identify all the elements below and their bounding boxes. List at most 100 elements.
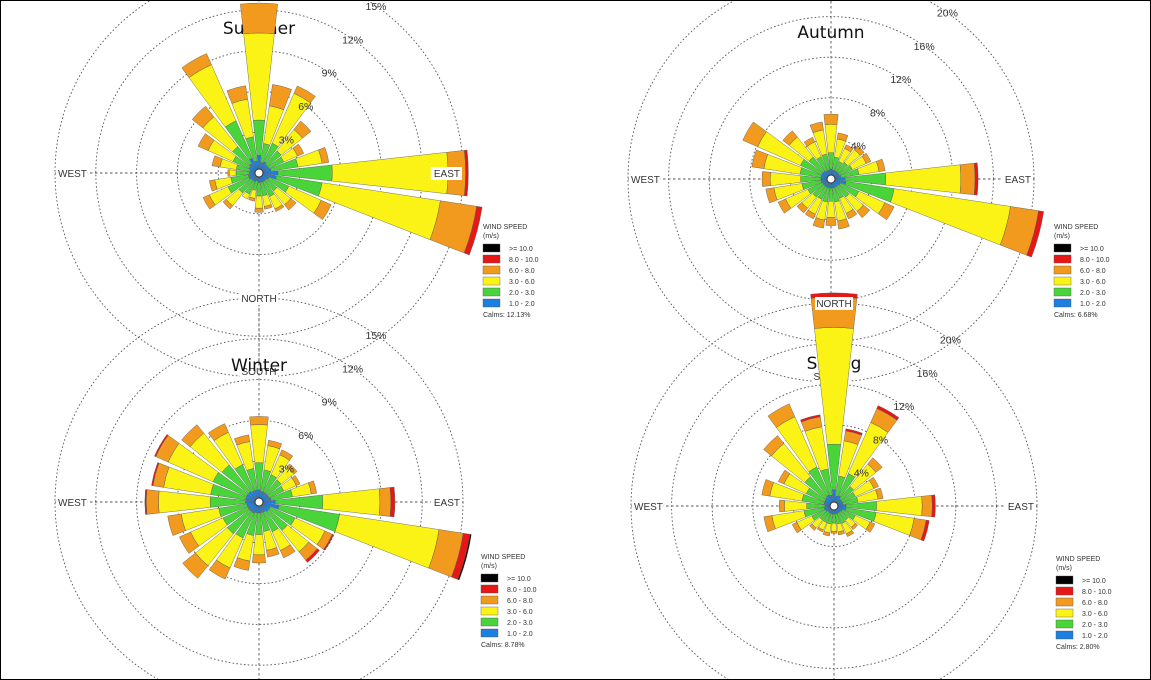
ring-label: 6% (298, 430, 313, 442)
wind-rose-wedge (322, 488, 381, 516)
legend-label: 8.0 - 10.0 (1082, 589, 1112, 596)
wind-rose-wedge (850, 522, 858, 530)
wind-rose-wedge (845, 530, 855, 537)
wind-rose-wedge (211, 155, 223, 168)
ring-label: 9% (322, 68, 337, 80)
calms-label: Calms: 6.68% (1054, 312, 1098, 319)
wind-rose-wedge (876, 496, 923, 516)
legend-label: 3.0 - 6.0 (1080, 279, 1106, 286)
wind-rose-wedge (181, 53, 212, 78)
ring-label: 12% (890, 74, 911, 86)
ring-label: 4% (854, 468, 869, 480)
wind-rose-wedge (263, 204, 273, 210)
legend-title: (m/s) (481, 563, 497, 570)
ring-label: 20% (940, 335, 961, 347)
cardinal-label-bg (240, 365, 278, 378)
wind-rose-wedge (154, 434, 169, 457)
legend-swatch (1053, 243, 1072, 253)
legend-swatch (1053, 265, 1072, 275)
calms-label: Calms: 12.13% (483, 312, 530, 319)
legend-swatch (482, 254, 501, 264)
wind-rose-wedge (254, 207, 264, 213)
wind-rose-wedge (784, 500, 808, 512)
legend-label: 6.0 - 8.0 (1082, 600, 1108, 607)
wind-rose-wedge (761, 171, 771, 187)
wind-rose-wedge (831, 522, 837, 532)
cardinal-label-bg (629, 173, 661, 186)
wind-rose-wedge (824, 124, 838, 154)
wind-rose-wedge (234, 434, 250, 446)
wind-rose-wedge (145, 489, 160, 515)
cardinal-label-east: EAST (1005, 175, 1031, 186)
wind-rose-wedge (856, 204, 871, 219)
wind-rose-wedge (313, 200, 332, 220)
cardinal-label-bg (815, 297, 853, 310)
legend-swatch (1055, 619, 1074, 629)
wind-rose-wedge (240, 2, 278, 35)
wind-rose-wedge (254, 195, 264, 209)
wind-rose-wedge (208, 559, 231, 580)
legend-label: 6.0 - 8.0 (1080, 268, 1106, 275)
wind-rose-wedge (334, 514, 440, 569)
cardinal-label-bg (56, 496, 88, 509)
ring-label: 8% (873, 434, 888, 446)
wind-rose-wedge (803, 136, 815, 147)
wind-rose-wedge (252, 534, 266, 556)
wind-rose-wedge (868, 476, 879, 489)
wind-rose-wedge (293, 85, 316, 104)
wind-rose-wedge (389, 486, 396, 518)
wind-rose-wedge (279, 449, 294, 461)
wind-rose-summer: Summer3%6%9%12%15%NORTHEASTSOUTHWESTWIND… (54, 1, 539, 378)
legend-swatch (482, 287, 501, 297)
wind-rose-wedge (293, 120, 312, 139)
wind-rose-wedge (284, 198, 297, 211)
wind-rose-wedge (769, 172, 802, 186)
wind-rose-wedge (464, 149, 469, 197)
wind-rose-wedge (151, 462, 160, 486)
ring-label: 4% (851, 141, 866, 153)
legend-label: 6.0 - 8.0 (509, 268, 535, 275)
legend-swatch (1055, 630, 1074, 640)
wind-rose-wedge (158, 490, 211, 514)
cardinal-label-bg (1001, 173, 1033, 186)
legend-label: 3.0 - 6.0 (1082, 611, 1108, 618)
legend-label: >= 10.0 (507, 576, 531, 583)
cardinal-label-bg (632, 500, 664, 513)
legend-label: 1.0 - 2.0 (509, 301, 535, 308)
ring-label: 9% (322, 397, 337, 409)
legend-swatch (482, 265, 501, 275)
calm-center (254, 497, 264, 507)
wind-rose-wedge (822, 531, 831, 537)
wind-rose-wedge (873, 512, 915, 536)
cardinal-label-north: NORTH (816, 299, 851, 310)
ring-label: 15% (366, 1, 387, 13)
wind-rose-wedge (861, 152, 872, 164)
legend-swatch (482, 276, 501, 286)
wind-rose-wedge (876, 158, 886, 172)
legend-title: WIND SPEED (1054, 224, 1098, 231)
wind-rose-wedge (241, 191, 251, 200)
ring-label: 20% (937, 8, 958, 20)
wind-rose-wedge (890, 188, 1011, 246)
wind-rose-wedge (782, 130, 798, 146)
legend-title: WIND SPEED (1056, 556, 1100, 563)
legend-label: >= 10.0 (1080, 246, 1104, 253)
wind-rose-wedge (463, 206, 483, 256)
legend-swatch (482, 298, 501, 308)
legend-swatch (480, 573, 499, 583)
wind-rose-wedge (830, 530, 838, 534)
legend-swatch (1053, 276, 1072, 286)
calms-label: Calms: 2.80% (1056, 644, 1100, 651)
wind-rose-wedge (836, 132, 849, 142)
ring-label: 8% (870, 107, 885, 119)
legend-label: 6.0 - 8.0 (507, 598, 533, 605)
legend-label: 1.0 - 2.0 (1082, 633, 1108, 640)
cardinal-label-west: WEST (631, 175, 660, 186)
calms-label: Calms: 8.78% (481, 642, 525, 649)
cardinal-label-west: WEST (58, 498, 87, 509)
legend-label: 1.0 - 2.0 (507, 631, 533, 638)
grid-ring (54, 297, 464, 679)
wind-rose-wedge (823, 113, 839, 125)
